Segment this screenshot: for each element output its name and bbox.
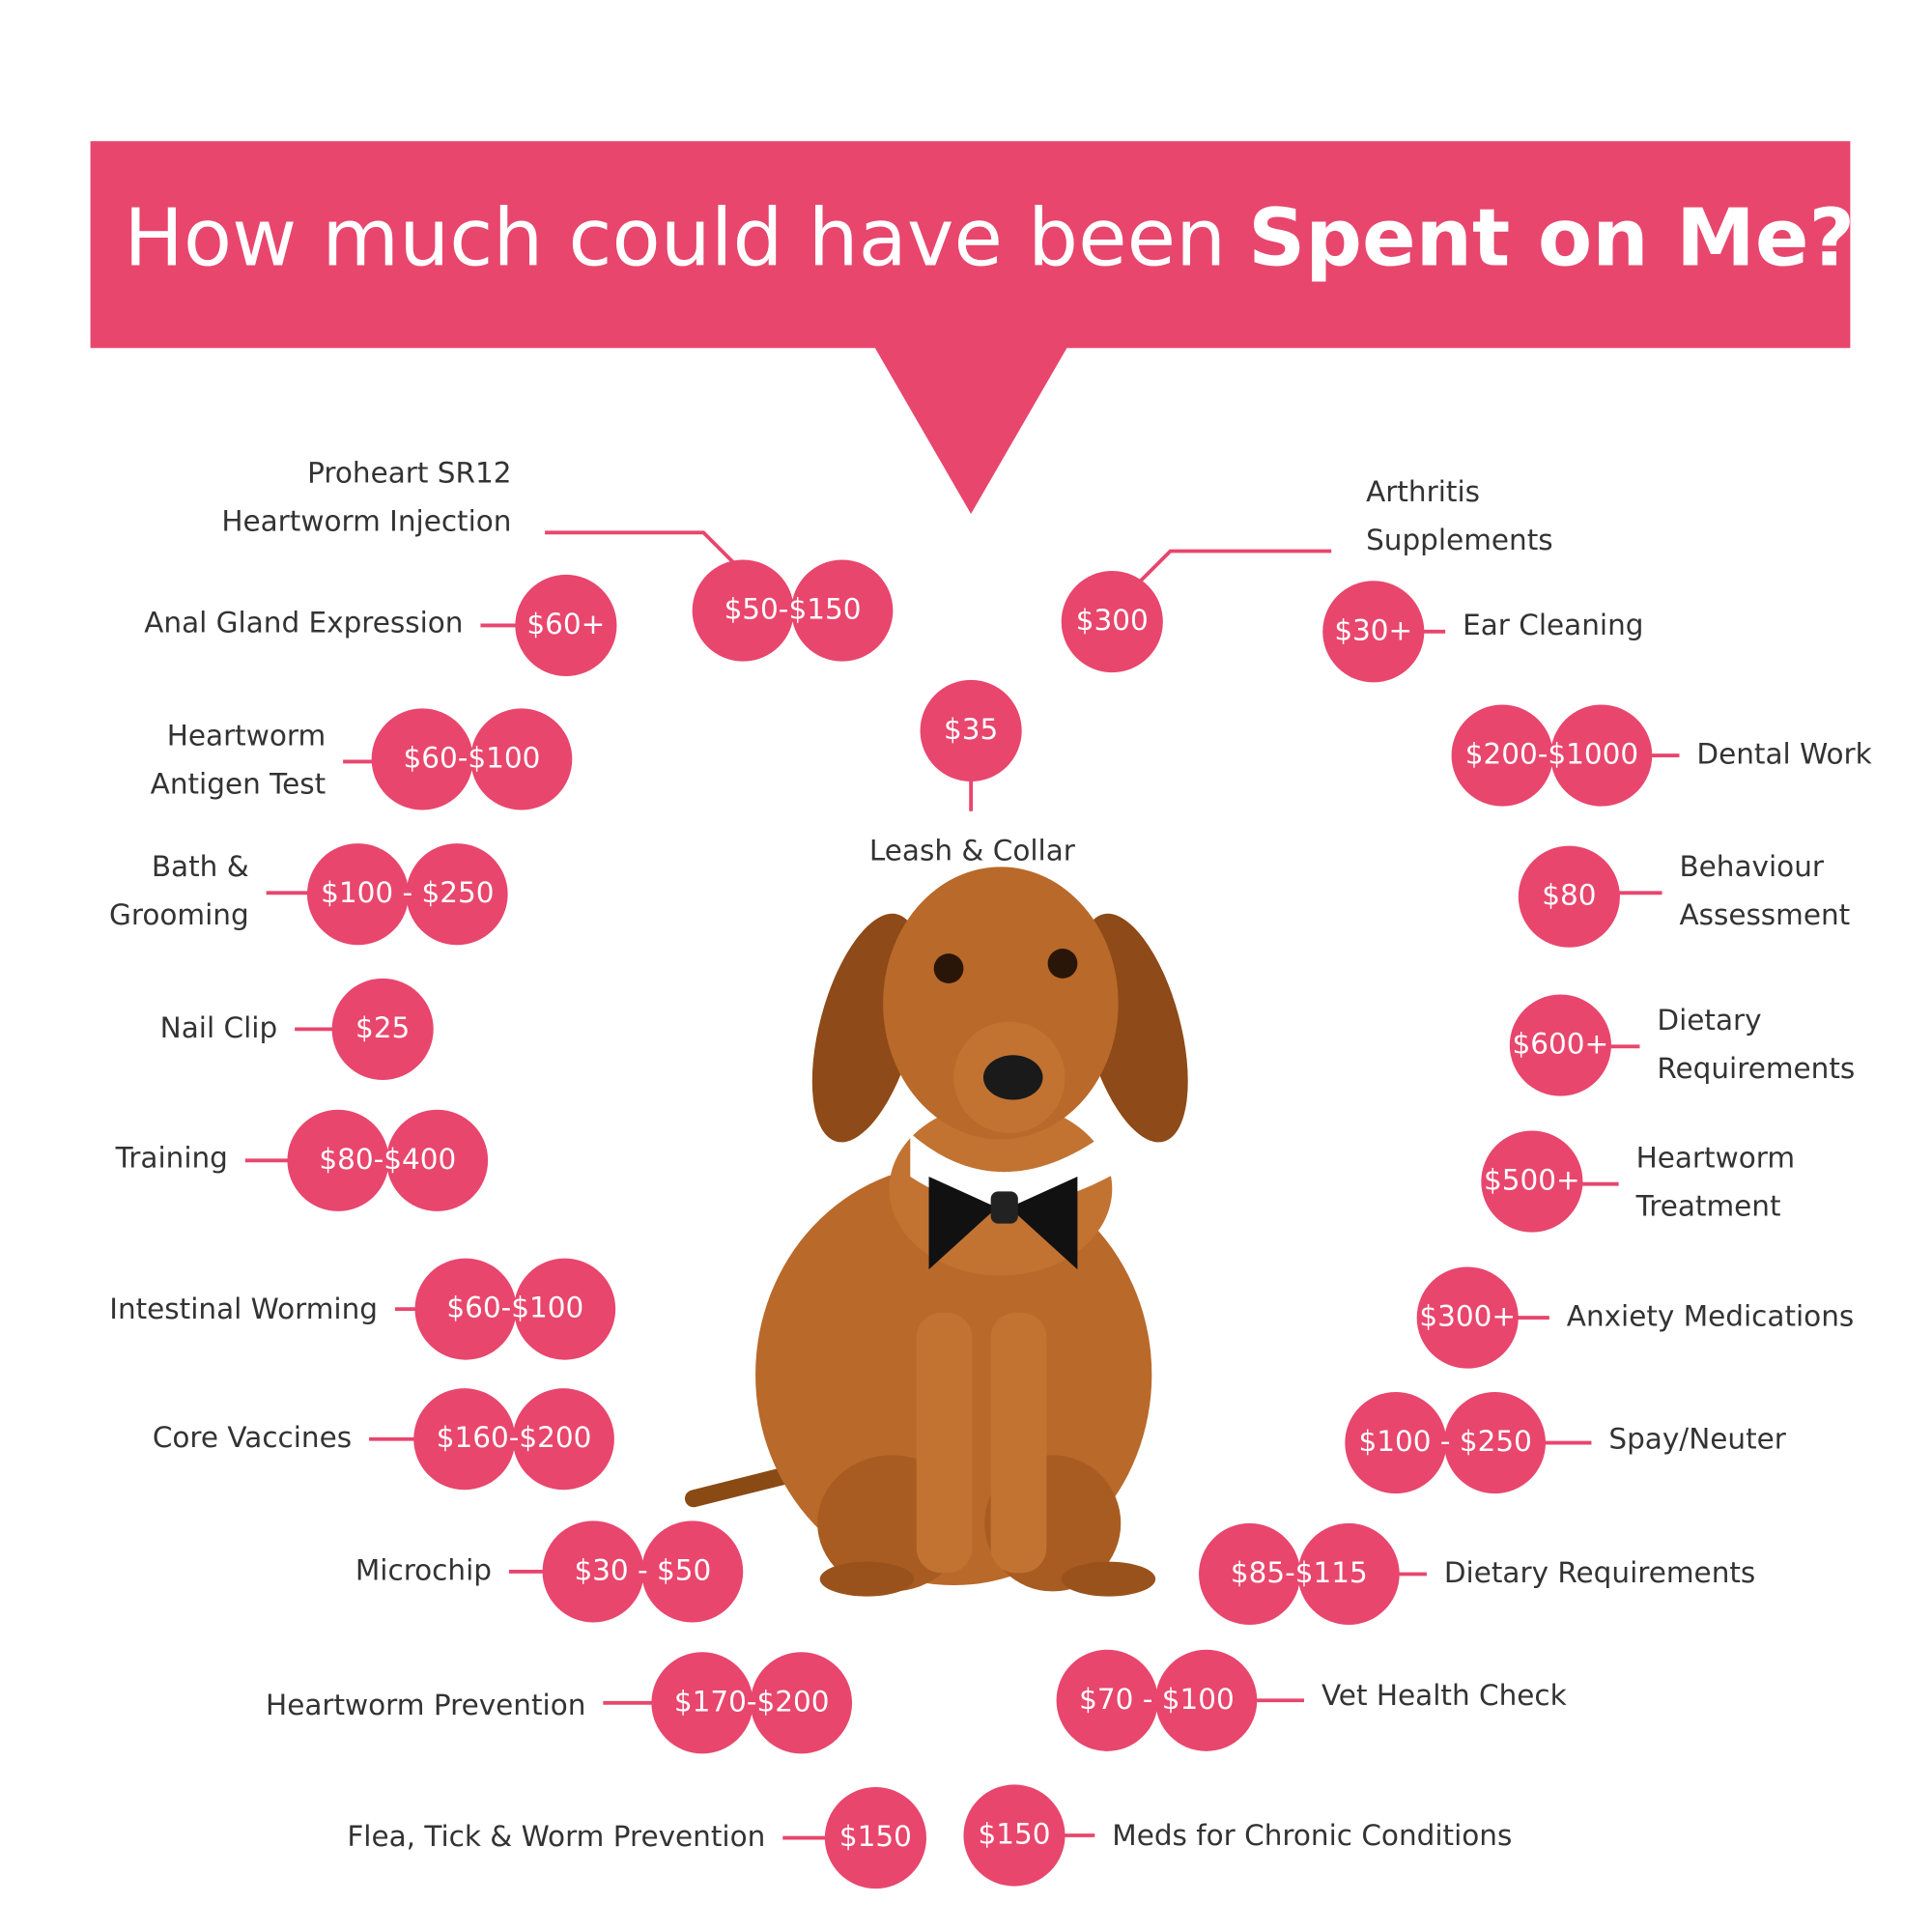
price-circle [651,1652,753,1754]
item-label: Core Vaccines [153,1421,352,1454]
item-label: Treatment [1635,1189,1781,1222]
dog-illustration [684,867,1188,1597]
price: $200-$1000 [1465,738,1638,771]
item-label: Heartworm [1636,1141,1795,1174]
item-label: Ear Cleaning [1463,609,1643,641]
item-label: Anal Gland Expression [144,607,463,639]
price: $25 [355,1011,410,1044]
price-circle [512,1388,614,1491]
price: $150 [839,1820,912,1853]
item-label: Requirements [1657,1052,1855,1085]
price-circle [750,1652,853,1754]
price-circle [1297,1522,1400,1626]
item-label: Dental Work [1696,738,1871,771]
price-circle [641,1520,744,1623]
price-circle [371,708,473,810]
cost-items: Proheart SR12 Heartworm Injection $50-$150… [109,457,1872,1889]
item-label: Nail Clip [160,1011,278,1044]
item-label: Dietary Requirements [1444,1556,1755,1589]
item-label: Training [115,1141,228,1174]
price-circle [287,1109,389,1211]
price: $30 - $50 [574,1553,711,1586]
price: $100 - $250 [1358,1425,1531,1458]
price-circle [414,1258,517,1360]
price-circle [1199,1522,1301,1626]
item-label: Flea, Tick & Worm Prevention [347,1820,765,1853]
price: $60+ [526,608,605,640]
price: $60-$100 [404,741,541,774]
price-circle [514,1258,616,1360]
price: $50-$150 [724,593,862,626]
item-label: Proheart SR12 [307,457,511,490]
item-label: Behaviour [1679,850,1824,883]
title-bold: Spent on Me? [1248,193,1855,285]
price-circle [1518,845,1620,948]
price-circle [470,708,573,810]
item-label: Heartworm Prevention [266,1689,585,1721]
price: $160-$200 [437,1421,592,1454]
item-label: Heartworm Injection [221,505,511,538]
price: $30+ [1334,613,1412,646]
item-label: Bath & [152,850,249,883]
price-circle [1416,1266,1519,1369]
price: $600+ [1513,1028,1609,1061]
item-label: Supplements [1366,524,1553,556]
header-banner [90,141,1851,349]
price: $300 [1076,604,1149,637]
price-circle [692,559,794,662]
item-label: Vet Health Check [1321,1679,1567,1712]
price-circle [406,843,508,946]
banner-pointer [874,346,1068,515]
price-circle [1061,571,1163,673]
price: $100 - $250 [321,876,494,909]
item-label: Arthritis [1366,475,1480,508]
price: $170-$200 [674,1685,830,1718]
price-circle [1481,1130,1583,1233]
price-circle [824,1787,926,1889]
price-circle [1443,1392,1546,1494]
price: $35 [944,713,998,746]
item-label: Spay/Neuter [1608,1423,1786,1456]
price-circle [963,1784,1065,1887]
price-circle [386,1109,489,1211]
price-circle [331,978,434,1080]
connector [1138,549,1332,583]
price: $300+ [1419,1300,1516,1333]
item-label: Leash & Collar [869,835,1076,867]
price-circle [1451,704,1553,807]
price: $60-$100 [446,1292,583,1324]
price: $150 [979,1818,1051,1851]
item-label: Intestinal Worming [109,1293,378,1325]
price-circle [1322,581,1425,683]
price: $80 [1542,879,1596,912]
item-label: Meds for Chronic Conditions [1112,1819,1512,1852]
price-circle [920,679,1022,781]
title: How much could have been Spent on Me? [124,193,1855,285]
item-label: Assessment [1679,898,1850,931]
price-circle [413,1388,516,1491]
price-circle [1345,1392,1447,1494]
title-regular: How much could have been [124,193,1226,285]
item-label: Anxiety Medications [1567,1300,1854,1333]
connector [545,530,745,574]
price-circle [542,1520,644,1623]
price-circle [1550,704,1653,807]
price-circle [1155,1649,1258,1751]
price: $85-$115 [1231,1556,1368,1589]
item-label: Grooming [109,898,249,931]
price: $500+ [1484,1164,1580,1197]
price: $80-$400 [319,1143,456,1176]
price-circle [1056,1649,1158,1751]
price-circle [1509,994,1611,1096]
price-circle [515,574,617,676]
price: $70 - $100 [1079,1683,1235,1716]
item-label: Heartworm [167,719,326,752]
item-label: Antigen Test [151,767,326,800]
item-label: Microchip [355,1553,492,1586]
price-circle [306,843,410,946]
item-label: Dietary [1657,1004,1761,1037]
price-circle [791,559,894,662]
